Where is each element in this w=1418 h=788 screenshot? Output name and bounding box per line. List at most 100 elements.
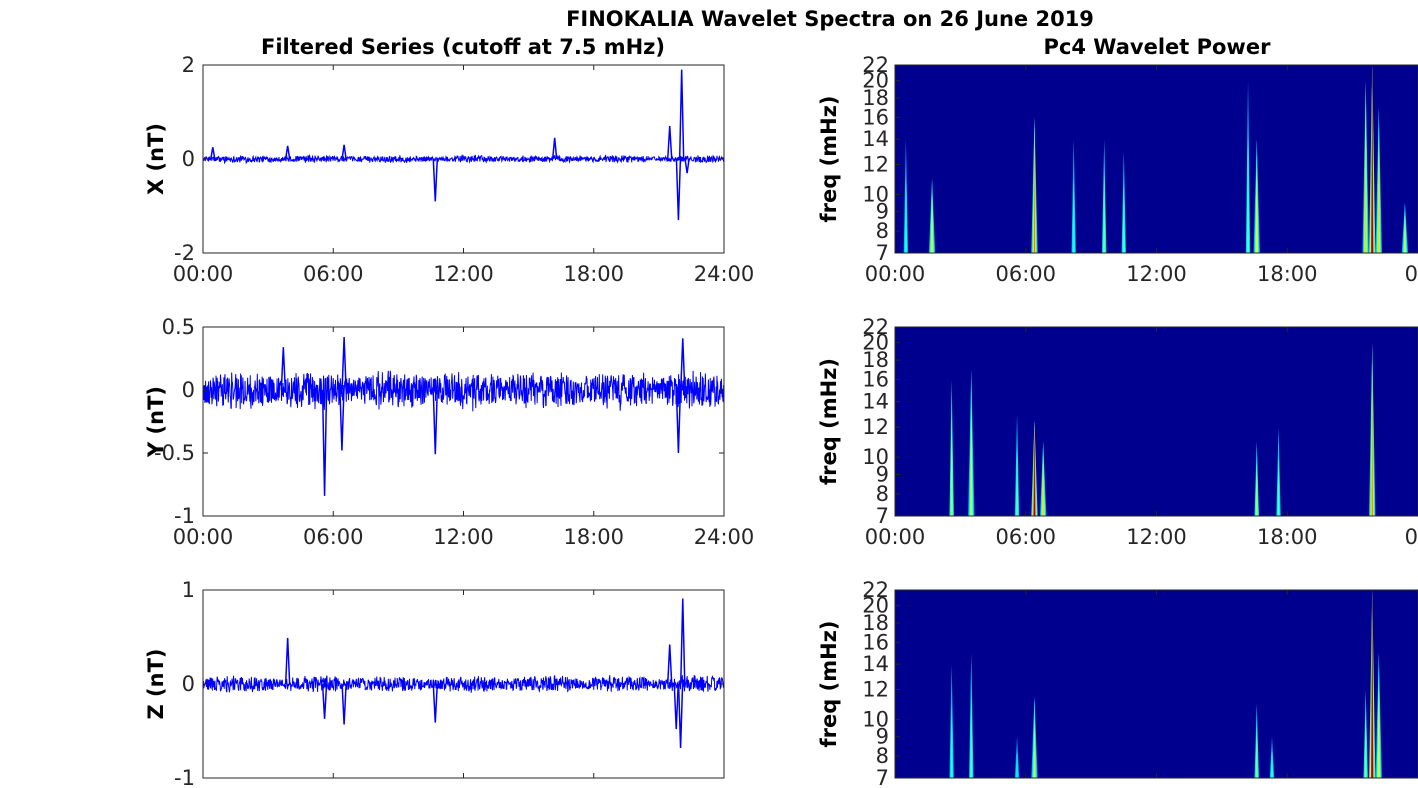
y-tick-label: 0: [182, 147, 195, 171]
y-tick-label: 7: [876, 766, 889, 788]
y-tick-label: 14: [862, 390, 889, 414]
series-spike: [339, 389, 345, 451]
y-tick-label: 16: [862, 630, 889, 654]
series-spike: [666, 126, 673, 160]
wavelet-burst: [1033, 716, 1036, 778]
wavelet-burst: [1016, 752, 1018, 778]
x-tick-label: 18:00: [1257, 525, 1318, 549]
y-tick-label: 9: [876, 463, 889, 487]
y-tick-label: 20: [862, 69, 889, 93]
y-tick-label: 1: [182, 578, 195, 602]
y-tick-label: 22: [862, 578, 889, 602]
wavelet-burst: [1271, 751, 1273, 778]
series-spike: [675, 158, 682, 221]
wavelet-burst: [931, 195, 933, 253]
y-tick-label: -0.5: [154, 441, 195, 465]
y-tick-label: 12: [862, 678, 889, 702]
x-tick-label: 18:00: [563, 262, 624, 286]
series-spike: [675, 389, 682, 454]
wavelet-burst: [1404, 215, 1406, 253]
wavelet-burst: [1247, 136, 1249, 253]
y-tick-label: 22: [862, 315, 889, 339]
series-spike: [551, 137, 558, 160]
y-axis-label: Z (nT): [144, 648, 168, 719]
series-spike: [680, 338, 686, 391]
wavelet-burst: [1365, 716, 1367, 778]
series-spike: [678, 69, 685, 160]
wavelet-burst: [951, 417, 953, 516]
y-axis-label: freq (mHz): [817, 621, 841, 748]
wavelet-burst: [1371, 590, 1373, 778]
wavelet-burst: [951, 704, 953, 778]
y-tick-label: 22: [862, 53, 889, 77]
y-tick-label: 16: [862, 368, 889, 392]
y-tick-label: 8: [876, 219, 889, 243]
wavelet-burst: [1277, 455, 1280, 516]
y-tick-label: 0: [182, 378, 195, 402]
wavelet-burst: [1042, 456, 1044, 516]
wavelet-burst: [1123, 184, 1125, 253]
x-tick-label: 06:00: [303, 525, 364, 549]
series-spike: [677, 683, 684, 748]
x-tick-label: 00: [1405, 525, 1418, 549]
x-tick-label: 12:00: [1126, 262, 1187, 286]
wavelet-burst: [1371, 65, 1373, 253]
series-panel-z: -1 0 1 Z (nT): [144, 578, 725, 788]
y-tick-label: 9: [876, 725, 889, 749]
x-tick-label: 06:00: [303, 262, 364, 286]
spectrogram-background: [895, 65, 1418, 253]
spectrogram-bursts: [903, 65, 1409, 253]
series-spike: [284, 637, 291, 685]
y-tick-label: 7: [876, 241, 889, 265]
wavelet-burst: [1256, 461, 1258, 516]
x-tick-label: 00:00: [865, 262, 926, 286]
y-tick-label: 0: [182, 672, 195, 696]
y-tick-label: 8: [876, 744, 889, 768]
y-tick-label: 12: [862, 153, 889, 177]
x-tick-label: 12:00: [433, 525, 494, 549]
x-tick-label: 12:00: [1126, 525, 1187, 549]
wavelet-burst: [1378, 136, 1380, 253]
series-spike: [341, 337, 347, 391]
series-trace: [203, 674, 724, 693]
y-tick-label: -1: [174, 504, 195, 528]
y-tick-label: 10: [862, 182, 889, 206]
y-tick-label: 14: [862, 652, 889, 676]
series-spike: [432, 683, 439, 723]
wavelet-burst: [1016, 447, 1018, 516]
y-tick-label: 18: [862, 86, 889, 110]
series-spike: [210, 147, 216, 160]
series-trace: [203, 153, 724, 165]
wavelet-burst: [1103, 173, 1105, 253]
x-tick-label: 18:00: [563, 525, 624, 549]
y-tick-label: -1: [174, 766, 195, 788]
wavelet-burst: [1073, 179, 1075, 253]
wavelet-burst: [1365, 115, 1367, 253]
series-panel-y: -1 -0.5 0 0.5 00:00 06:00 12:00 18:00 24:00 Y (nT…: [144, 315, 754, 549]
series-spike: [684, 158, 690, 174]
spectrogram-bursts: [949, 342, 1376, 516]
y-tick-label: 18: [862, 348, 889, 372]
panels-group: -2 0 2 00:00 06:00 12:00 18:00 24:00 X (nT) -1 -0.…: [144, 53, 1418, 788]
series-spike: [341, 144, 347, 160]
series-spike: [280, 347, 287, 391]
y-tick-label: 0.5: [162, 315, 195, 339]
x-tick-label: 24:00: [694, 525, 755, 549]
left-column-title: Filtered Series (cutoff at 7.5 mHz): [261, 35, 665, 59]
x-tick-label: 06:00: [995, 525, 1056, 549]
x-tick-label: 18:00: [1257, 262, 1318, 286]
wavelet-burst: [970, 406, 972, 516]
x-tick-label: 12:00: [433, 262, 494, 286]
y-tick-label: 18: [862, 611, 889, 635]
y-tick-label: 14: [862, 127, 889, 151]
series-spike: [680, 598, 686, 685]
y-tick-label: 7: [876, 504, 889, 528]
axes-frame: [202, 326, 725, 517]
figure-suptitle: FINOKALIA Wavelet Spectra on 26 June 201…: [566, 7, 1094, 31]
y-tick-label: 12: [862, 415, 889, 439]
series-trace: [203, 370, 724, 412]
